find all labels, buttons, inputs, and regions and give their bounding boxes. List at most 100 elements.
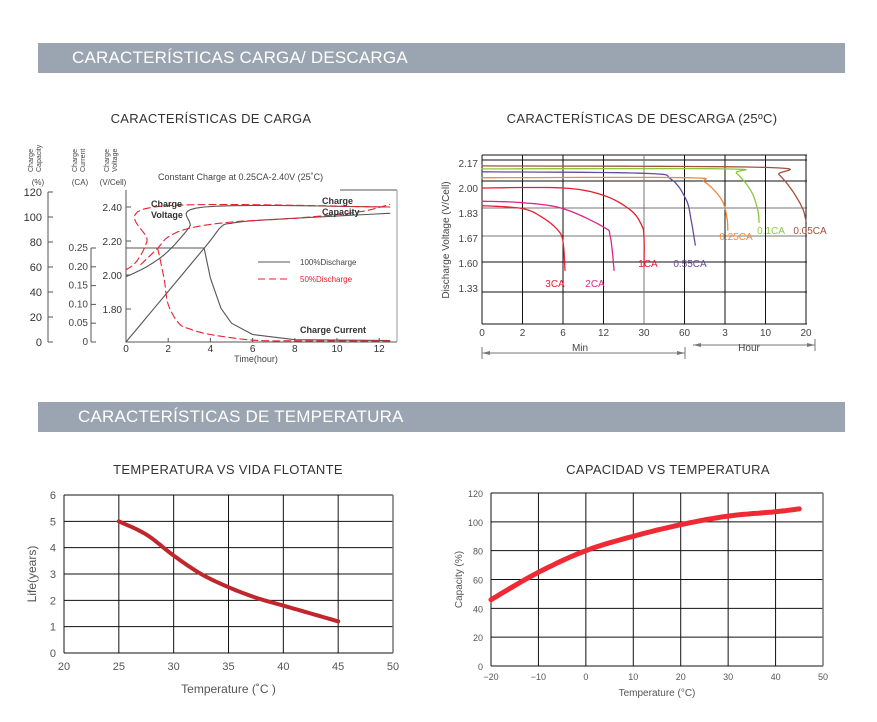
- charge-series-capacity-50: [140, 203, 391, 266]
- capacity-y-tick-label: 80: [473, 547, 483, 557]
- discharge-y-tick-label: 1.67: [459, 234, 479, 245]
- time-tick-label: 10: [331, 344, 343, 355]
- discharge-curve-0.05CA: [481, 165, 807, 222]
- annotation-charge-voltage-1: Charge: [151, 199, 182, 209]
- legend-label-0: 100%Discharge: [300, 258, 357, 267]
- capacity-curve: [488, 506, 802, 603]
- time-tick-label: 0: [123, 344, 129, 355]
- legend-label-1: 50%Discharge: [300, 275, 353, 284]
- axis-header-capacity-unit: (%): [32, 178, 45, 187]
- axis-header-voltage-unit: (V/Cell): [100, 178, 127, 187]
- life-ylabel: Life(years): [25, 546, 39, 603]
- capacity-tick-label: 80: [30, 237, 42, 249]
- hour-unit-label: Hour: [738, 343, 760, 354]
- voltage-tick-label: 2.40: [103, 203, 123, 214]
- arrow-right-icon: [807, 343, 815, 347]
- life-y-tick-label: 0: [50, 648, 56, 660]
- life-x-tick-label: 45: [332, 661, 344, 673]
- discharge-x-tick-label: 6: [560, 328, 566, 339]
- capacity-x-tick-label: 40: [771, 672, 781, 682]
- life-x-tick-label: 20: [58, 661, 70, 673]
- capacity-tick-label: 20: [30, 312, 42, 324]
- discharge-y-tick-label: 1.33: [459, 284, 479, 295]
- capacity-y-tick-label: 40: [473, 604, 483, 614]
- capacity-x-tick-label: −10: [531, 672, 546, 682]
- voltage-tick-label: 1.80: [103, 305, 123, 316]
- discharge-curve-label: 1CA: [638, 259, 658, 270]
- section-banner-charge-discharge: CARACTERÍSTICAS CARGA/ DESCARGA: [38, 43, 845, 73]
- life-xlabel: Temperature (˚C ): [181, 682, 276, 696]
- capacity-x-tick-label: 10: [628, 672, 638, 682]
- discharge-curve-0.25CA: [481, 176, 729, 231]
- axis-header-voltage-line2: Voltage: [112, 149, 119, 172]
- current-tick-label: 0.20: [69, 262, 89, 273]
- life-y-tick-label: 5: [50, 516, 56, 528]
- time-tick-label: 2: [165, 344, 171, 355]
- life-y-tick-label: 4: [50, 543, 56, 555]
- discharge-x-tick-label: 12: [598, 328, 610, 339]
- discharge-x-tick-label: 60: [679, 328, 691, 339]
- time-tick-label: 8: [292, 344, 298, 355]
- life-y-tick-label: 1: [50, 622, 56, 634]
- section-banner-temperature: CARACTERÍSTICAS DE TEMPERATURA: [38, 402, 845, 432]
- annotation-charge-current: Charge Current: [300, 325, 366, 335]
- life-curve: [116, 519, 341, 624]
- charge-series-current-100: [125, 247, 391, 342]
- capacity-xlabel: Temperature (°C): [619, 688, 696, 699]
- chart-title-life: TEMPERATURA VS VIDA FLOTANTE: [113, 462, 343, 477]
- discharge-ylabel: Discharge Voltage (V/Cell): [441, 181, 452, 298]
- axis-header-capacity-line1: Charge: [28, 149, 35, 172]
- discharge-y-tick-label: 1.83: [459, 209, 479, 220]
- discharge-curve-1CA: [481, 186, 645, 268]
- capacity-x-tick-label: −20: [483, 672, 498, 682]
- current-tick-label: 0.15: [69, 281, 89, 292]
- capacity-tick-label: 100: [24, 212, 42, 224]
- life-x-tick-label: 50: [387, 661, 399, 673]
- chart-title-charge: CARACTERÍSTICAS DE CARGA: [110, 111, 312, 126]
- discharge-y-tick-label: 1.60: [459, 259, 479, 270]
- chart-title-discharge: CARACTERÍSTICAS DE DESCARGA (25ºC): [506, 111, 778, 126]
- discharge-x-tick-label: 30: [638, 328, 650, 339]
- capacity-x-tick-label: 20: [676, 672, 686, 682]
- time-tick-label: 6: [250, 344, 256, 355]
- charge-subtitle: Constant Charge at 0.25CA-2.40V (25˚C): [158, 172, 323, 182]
- discharge-curve-label: 0.05CA: [793, 226, 827, 237]
- annotation-charge-voltage-2: Voltage: [151, 210, 183, 220]
- axis-header-current-line2: Current: [80, 149, 87, 172]
- discharge-x-tick-label: 20: [800, 328, 812, 339]
- discharge-y-tick-label: 2.00: [459, 184, 479, 195]
- discharge-curve-label: 0.25CA: [719, 232, 753, 243]
- current-tick-label: 0.25: [69, 243, 89, 254]
- capacity-tick-label: 60: [30, 262, 42, 274]
- charge-series-voltage-100: [125, 204, 391, 278]
- discharge-curve-3CA: [481, 204, 566, 272]
- current-tick-label: 0.05: [69, 318, 89, 329]
- charge-series-voltage-50: [125, 203, 391, 271]
- current-tick-label: 0.10: [69, 299, 89, 310]
- capacity-x-tick-label: 50: [818, 672, 828, 682]
- time-tick-label: 4: [208, 344, 214, 355]
- axis-header-voltage-line1: Charge: [104, 149, 111, 172]
- capacity-y-tick-label: 120: [468, 489, 483, 499]
- current-tick-label: 0: [82, 337, 88, 348]
- axis-header-capacity-line2: Capacity: [36, 144, 43, 172]
- charge-xlabel: Time(hour): [234, 354, 278, 364]
- discharge-x-tick-label: 3: [722, 328, 728, 339]
- life-x-tick-label: 35: [222, 661, 234, 673]
- arrow-left-icon: [482, 351, 490, 355]
- life-x-tick-label: 30: [168, 661, 180, 673]
- discharge-curve-label: 2CA: [585, 279, 605, 290]
- discharge-curve-0.55CA: [481, 171, 696, 246]
- axis-header-current-line1: Charge: [72, 149, 79, 172]
- discharge-x-tick-label: 10: [760, 328, 772, 339]
- discharge-x-tick-label: 0: [479, 328, 485, 339]
- discharge-curve-2CA: [481, 200, 615, 272]
- capacity-ylabel: Capacity (%): [454, 551, 465, 608]
- voltage-tick-label: 2.20: [103, 237, 123, 248]
- discharge-curve-label: 0.1CA: [757, 226, 785, 237]
- capacity-tick-label: 120: [24, 187, 42, 199]
- charge-series-current-50: [157, 247, 391, 342]
- voltage-tick-label: 2.00: [103, 271, 123, 282]
- discharge-y-tick-label: 2.17: [459, 159, 479, 170]
- discharge-curve-label: 0.55CA: [673, 259, 707, 270]
